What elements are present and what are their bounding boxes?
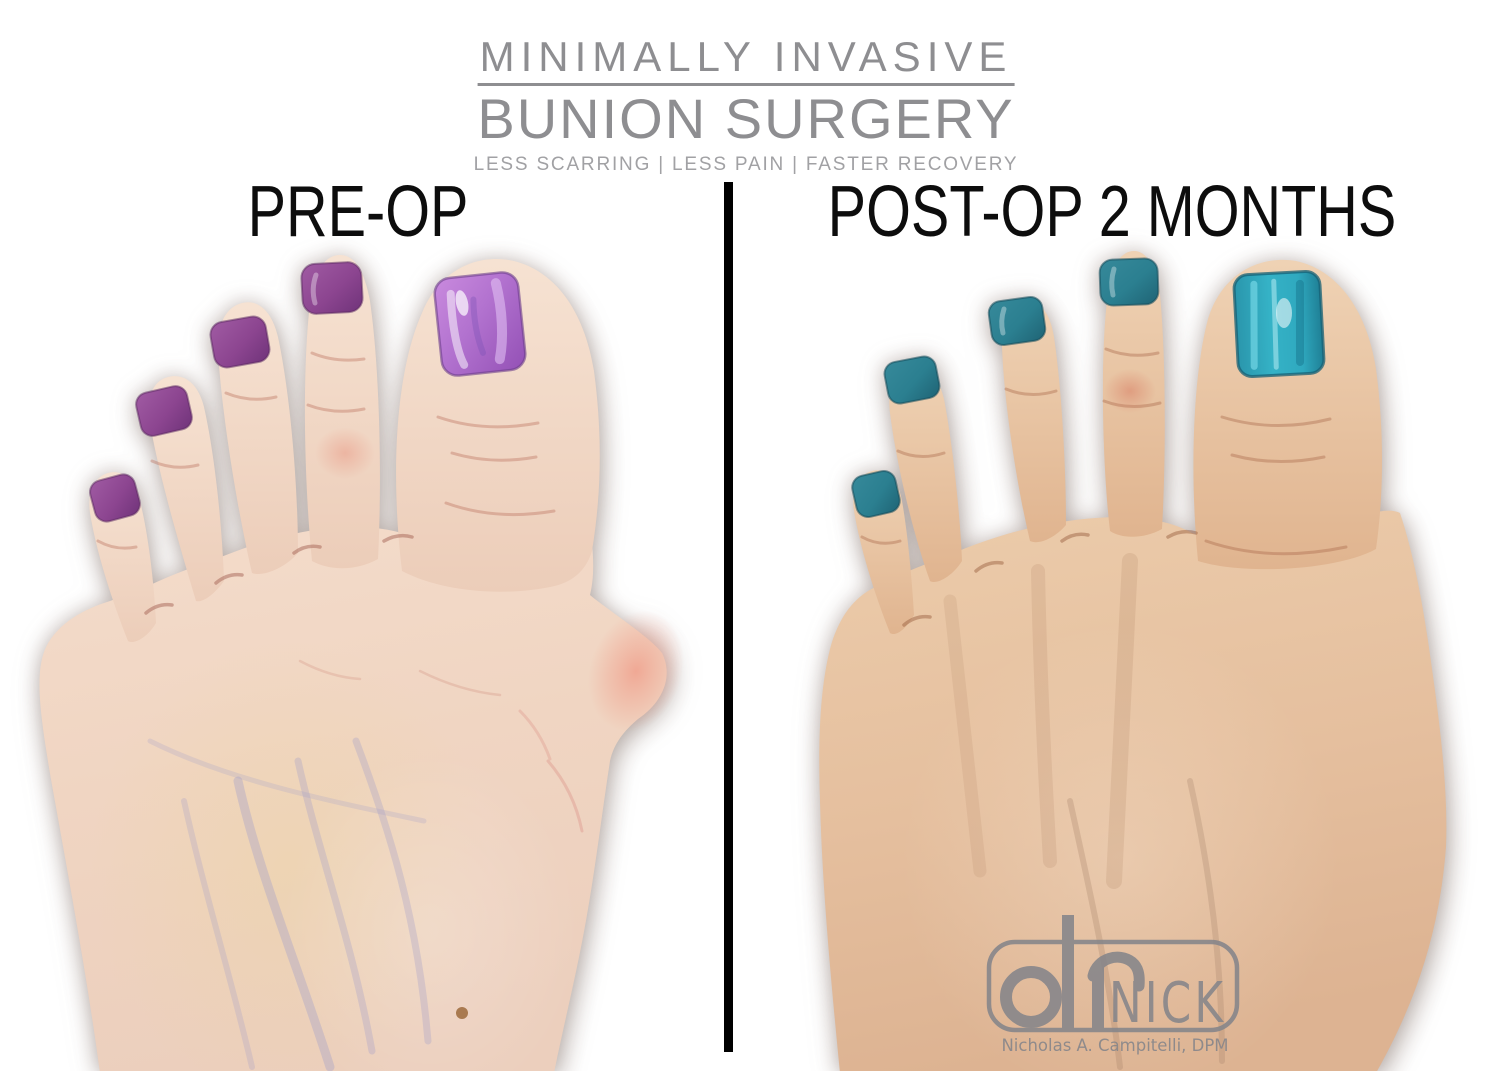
header-tagline: LESS SCARRING | LESS PAIN | FASTER RECOV… — [473, 154, 1019, 175]
preop-veins — [147, 659, 584, 1071]
postop-nails — [851, 257, 1326, 519]
preop-foot-body — [39, 512, 667, 1071]
preop-nails — [89, 261, 527, 523]
logo-name: NICK — [1109, 970, 1226, 1036]
header-line2: BUNION SURGERY — [477, 87, 1015, 150]
postop-shading — [943, 553, 1225, 1070]
preop-foot-photo — [39, 255, 684, 1071]
header-line1: MINIMALLY INVASIVE — [479, 33, 1013, 80]
divider-line — [724, 182, 733, 1052]
bunion-bump — [588, 610, 684, 732]
preop-big-toe-nail — [433, 271, 527, 377]
logo-subtitle: Nicholas A. Campitelli, DPM — [1001, 1036, 1228, 1055]
mole — [456, 1007, 468, 1019]
logo-dr-monogram — [1000, 915, 1145, 1028]
drnick-logo: dr NICK Nicholas A. Campitelli, DPM — [985, 910, 1245, 1062]
postop-foot-photo — [819, 251, 1447, 1071]
preop-knuckle-blush — [315, 427, 375, 479]
postop-skin-creases — [860, 347, 1348, 627]
header: MINIMALLY INVASIVE BUNION SURGERY LESS S… — [474, 36, 1019, 176]
postop-knuckle-blush — [1104, 369, 1156, 413]
preop-label: PRE-OP — [247, 172, 469, 252]
header-underline — [477, 83, 1015, 86]
logo-border — [986, 939, 1240, 1033]
preop-skin-creases — [96, 351, 556, 615]
postop-label: POST-OP 2 MONTHS — [827, 172, 1397, 252]
postop-foot-body — [819, 510, 1447, 1071]
